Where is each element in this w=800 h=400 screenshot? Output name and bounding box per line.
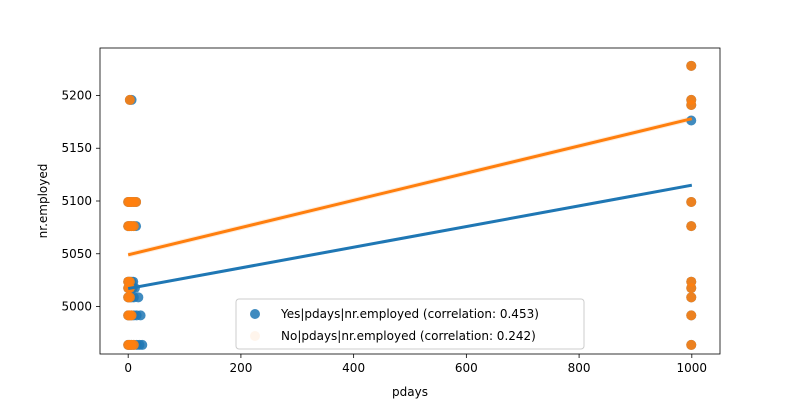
confidence-bands [128, 116, 692, 291]
scatter-point [137, 339, 148, 350]
y-tick-label: 5200 [61, 88, 92, 102]
y-tick-label: 5000 [61, 300, 92, 314]
y-tick-label: 5150 [61, 141, 92, 155]
scatter-point [686, 60, 697, 71]
scatter-point [124, 292, 135, 303]
x-axis-label: pdays [392, 385, 428, 399]
y-tick-label: 5100 [61, 194, 92, 208]
scatter-point [126, 310, 137, 321]
legend-label-no: No|pdays|nr.employed (correlation: 0.242… [281, 329, 536, 343]
scatter-point [124, 276, 135, 287]
scatter-point [686, 94, 697, 105]
legend-box [235, 298, 585, 350]
x-tick-label: 1000 [677, 361, 708, 375]
x-axis-ticks: 0 200 400 600 800 1000 [124, 354, 707, 375]
scatter-point [135, 310, 146, 321]
scatter-point [128, 221, 139, 232]
scatter-point [686, 276, 697, 287]
scatter-point [128, 339, 139, 350]
scatter-point [124, 94, 135, 105]
scatter-point [686, 339, 697, 350]
scatter-point [686, 196, 697, 207]
x-tick-label: 0 [124, 361, 132, 375]
y-axis-ticks: 5000 5050 5100 5150 5200 [61, 88, 100, 314]
legend-marker-no [250, 331, 260, 341]
legend-marker-yes [250, 309, 260, 319]
regression-lines [127, 117, 693, 291]
regression-line [127, 117, 693, 257]
scatter-point [131, 196, 142, 207]
legend-label-yes: Yes|pdays|nr.employed (correlation: 0.45… [280, 307, 539, 321]
x-tick-label: 800 [568, 361, 591, 375]
scatter-point [133, 292, 144, 303]
legend: Yes|pdays|nr.employed (correlation: 0.45… [235, 298, 585, 350]
x-tick-label: 200 [229, 361, 252, 375]
y-tick-label: 5050 [61, 247, 92, 261]
scatter-points [123, 60, 697, 350]
x-tick-label: 400 [342, 361, 365, 375]
scatter-point [686, 221, 697, 232]
scatter-point [686, 292, 697, 303]
regression-line [127, 183, 693, 291]
scatter-point [686, 310, 697, 321]
x-tick-label: 600 [455, 361, 478, 375]
y-axis-label: nr.employed [36, 164, 50, 239]
